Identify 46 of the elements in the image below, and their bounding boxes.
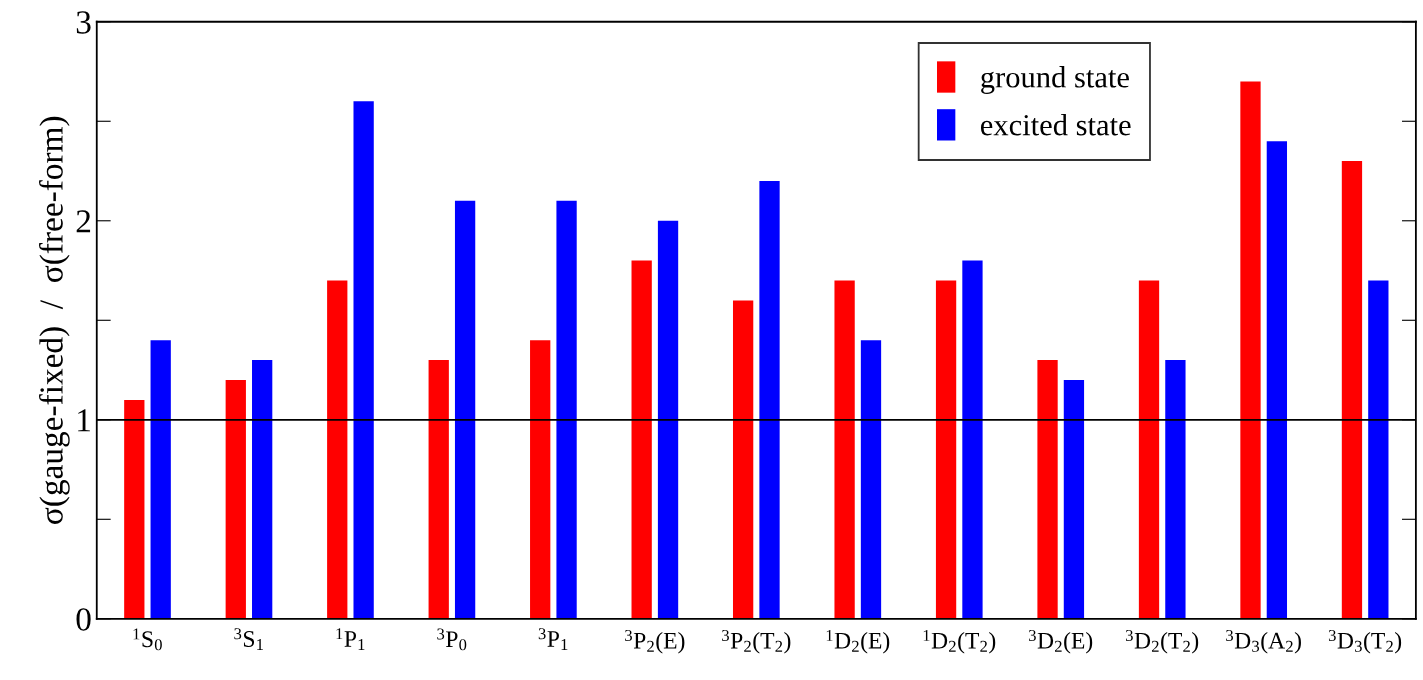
- bar: [556, 200, 577, 619]
- bar: [428, 360, 449, 619]
- x-tick-label: $^{3}$D$_{3}$(T$_{2}$): [1328, 629, 1402, 654]
- x-tick-label: $^{1}$D$_{2}$(E): [826, 629, 890, 654]
- bar: [1368, 280, 1389, 619]
- bar: [631, 260, 652, 619]
- bar: [124, 399, 145, 619]
- legend-label: excited state: [980, 113, 1131, 136]
- bar: [1063, 379, 1085, 619]
- y-tick-label: 3: [76, 11, 91, 34]
- bar: [1266, 141, 1288, 619]
- bar: [252, 360, 273, 619]
- bar: [834, 280, 855, 619]
- x-tick-label: $^{3}$S$_{1}$: [234, 628, 263, 650]
- bar: [935, 280, 957, 619]
- bar: [1138, 280, 1160, 619]
- x-tick-label: $^{1}$D$_{2}$(T$_{2}$): [923, 629, 996, 654]
- bar: [1341, 161, 1363, 619]
- legend-label: ground state: [981, 66, 1129, 94]
- y-tick-label: 2: [76, 210, 91, 233]
- y-tick-label: 1: [78, 409, 90, 432]
- bar: [962, 260, 983, 619]
- y-tick-label: 0: [76, 608, 91, 631]
- bar: [1037, 360, 1058, 619]
- x-tick-label: $^{3}$P$_{1}$: [538, 628, 568, 650]
- x-tick-label: $^{1}$S$_{0}$: [133, 628, 162, 651]
- x-tick-label: $^{3}$D$_{3}$(A$_{2}$): [1226, 629, 1301, 654]
- bar: [860, 340, 882, 619]
- bar: [530, 340, 551, 619]
- x-tick-label: $^{3}$P$_{0}$: [437, 628, 467, 651]
- x-tick-label: $^{1}$P$_{1}$: [336, 628, 365, 650]
- bar: [1240, 81, 1261, 619]
- bar: [150, 340, 171, 619]
- bar: [454, 200, 476, 619]
- bar: [732, 300, 754, 619]
- y-axis-title: σ(gauge-fixed) / σ(free-form): [39, 116, 70, 524]
- bar: [1165, 360, 1186, 619]
- x-tick-label: $^{3}$P$_{2}$(E): [625, 629, 685, 654]
- bar: [327, 280, 348, 619]
- bar: [353, 101, 374, 619]
- bar: [225, 379, 246, 619]
- x-tick-label: $^{3}$D$_{2}$(E): [1029, 629, 1093, 654]
- x-tick-label: $^{3}$P$_{2}$(T$_{2}$): [722, 629, 791, 654]
- bar: [657, 220, 679, 619]
- bar: [759, 180, 780, 619]
- x-tick-label: $^{3}$D$_{2}$(T$_{2}$): [1126, 629, 1199, 654]
